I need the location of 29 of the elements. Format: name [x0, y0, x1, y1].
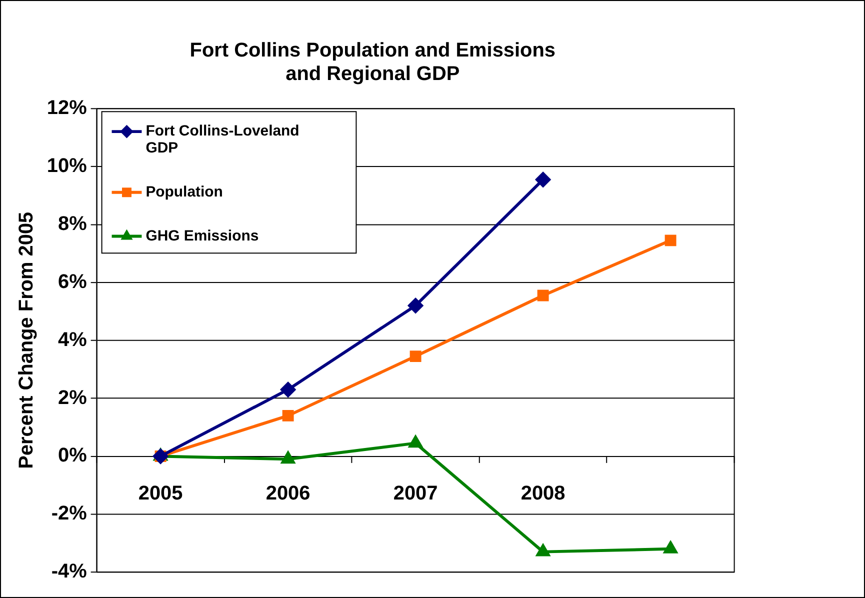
y-tick-label: 6% [58, 270, 88, 293]
y-tick-label: 10% [46, 155, 88, 178]
point [410, 350, 422, 362]
y-tick-label: -2% [51, 502, 88, 525]
point [537, 290, 549, 302]
x-tick-label: 2005 [138, 482, 183, 505]
point [408, 298, 424, 314]
x-tick-label: 2006 [266, 482, 310, 505]
y-tick-label: 2% [58, 386, 88, 409]
chart-title: Fort Collins Population and Emissions and Regional GDP [190, 39, 556, 86]
y-tick-label: 8% [58, 213, 88, 235]
point [282, 410, 294, 422]
y-tick-label: 0% [58, 444, 88, 467]
y-tick-label: -4% [51, 560, 88, 583]
point [536, 172, 551, 188]
legend-label: Population [146, 183, 223, 200]
y-tick-label: 4% [58, 328, 88, 351]
x-tick-label: 2007 [393, 482, 438, 505]
y-axis-title: Percent Change From 2005 [15, 212, 38, 469]
point [281, 452, 295, 464]
y-tick-label: 12% [46, 97, 88, 120]
point [280, 382, 296, 398]
point [408, 436, 422, 448]
point [664, 541, 678, 554]
x-tick-label: 2008 [520, 482, 566, 505]
legend-label: GHG Emissions [146, 227, 259, 244]
point [664, 234, 676, 246]
legend-label: Fort Collins-Loveland GDP [146, 122, 300, 157]
point [536, 544, 550, 556]
